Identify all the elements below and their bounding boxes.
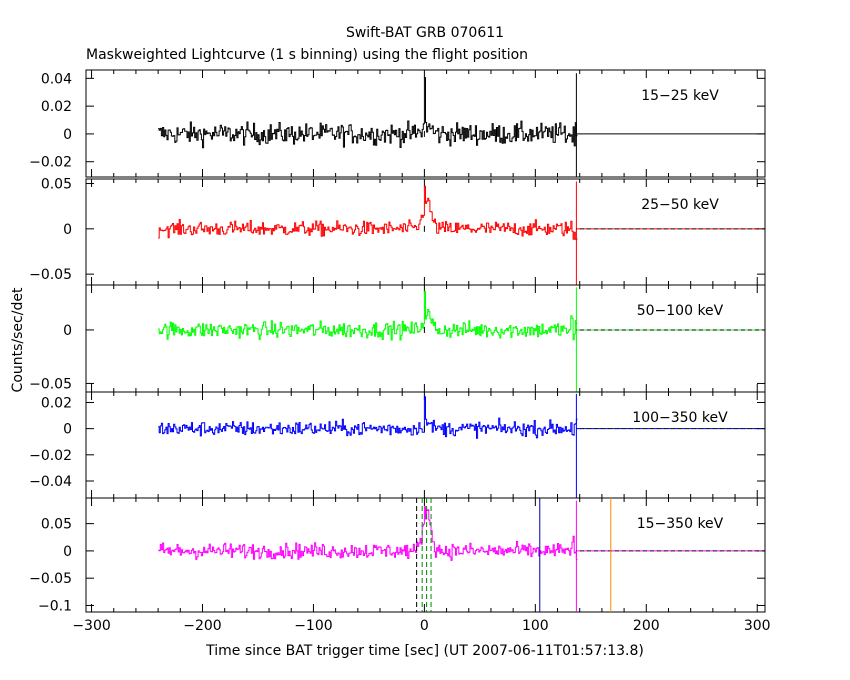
y-tick-label: −0.02 <box>29 448 72 464</box>
panel-3: −0.04 −0.02 0 0.02 100−350 keV <box>29 391 766 499</box>
y-tick-label: −0.02 <box>29 155 72 171</box>
y-tick-label: 0.02 <box>41 395 72 411</box>
y-tick-label: 0 <box>63 127 72 143</box>
x-tick-label: −100 <box>294 618 332 634</box>
x-tick-label: 200 <box>633 618 660 634</box>
series-label: 15−25 keV <box>641 88 719 104</box>
y-tick-label: 0 <box>63 422 72 438</box>
chart-title: Swift-BAT GRB 070611 <box>346 25 504 41</box>
y-tick-label: 0.02 <box>41 99 72 115</box>
y-tick-label: 0.04 <box>41 71 72 87</box>
y-tick-label: 0.05 <box>41 517 72 533</box>
y-tick-label: 0 <box>63 323 72 339</box>
series-line <box>158 290 578 341</box>
panels-group: −0.02 0 0.02 0.04 15−25 keV −0.05 0 0.05 25−50 k… <box>29 69 771 634</box>
x-tick-label: 0 <box>420 618 429 634</box>
x-tick-label: −200 <box>183 618 221 634</box>
panel-frame <box>85 69 766 178</box>
series-label: 50−100 keV <box>637 303 724 319</box>
y-tick-label: −0.04 <box>29 474 72 490</box>
series-line <box>158 77 578 149</box>
series-line <box>158 396 578 439</box>
panel-4: −0.1 −0.05 0 0.05 15−350 keV −300 −200 −100 0 100… <box>29 497 771 634</box>
panel-frame <box>85 497 766 613</box>
panel-2: −0.05 0 50−100 keV <box>29 284 766 393</box>
series-label: 100−350 keV <box>632 410 728 426</box>
y-tick-label: −0.05 <box>29 376 72 392</box>
y-tick-label: 0 <box>63 544 72 560</box>
y-tick-label: 0 <box>63 222 72 238</box>
x-tick-label: −300 <box>72 618 110 634</box>
series-label: 25−50 keV <box>641 197 719 213</box>
x-tick-label: 300 <box>744 618 771 634</box>
series-line <box>158 185 578 240</box>
series-label: 15−350 keV <box>637 516 724 532</box>
y-tick-label: −0.05 <box>29 267 72 283</box>
y-tick-label: 0.05 <box>41 177 72 193</box>
y-tick-label: −0.1 <box>38 598 72 614</box>
series-line <box>158 506 578 561</box>
x-axis-label: Time since BAT trigger time [sec] (UT 20… <box>205 643 644 659</box>
y-axis-label: Counts/sec/det <box>10 287 26 392</box>
y-tick-label: −0.05 <box>29 571 72 587</box>
panel-0: −0.02 0 0.02 0.04 15−25 keV <box>29 69 766 178</box>
x-tick-label: 100 <box>522 618 549 634</box>
chart-subtitle: Maskweighted Lightcurve (1 s binning) us… <box>86 47 528 63</box>
panel-1: −0.05 0 0.05 25−50 keV <box>29 177 766 286</box>
